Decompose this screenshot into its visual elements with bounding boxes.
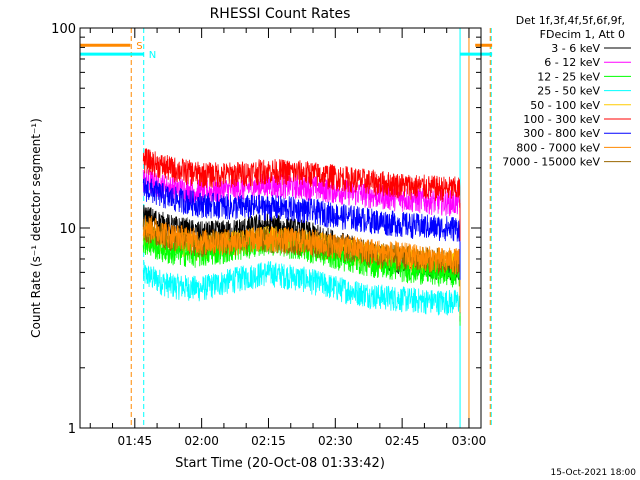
axes: 01:45 02:00 02:15 02:30 02:45 03:00 1 10 100 [51, 22, 486, 448]
legend-label: 100 - 300 keV [523, 113, 600, 126]
flag-label: N [149, 50, 156, 61]
legend-header: Det 1f,3f,4f,5f,6f,9f, [516, 14, 625, 27]
legend-header: FDecim 1, Att 0 [540, 28, 625, 41]
legend-label: 800 - 7000 keV [516, 141, 600, 154]
series-line [142, 169, 461, 255]
legend-label: 50 - 100 keV [530, 99, 600, 112]
legend-label: 300 - 800 keV [523, 127, 600, 140]
x-tick-label: 02:00 [184, 434, 219, 448]
y-tick-label: 10 [59, 222, 76, 237]
legend-label: 3 - 6 keV [551, 42, 600, 55]
attenuator-bars [80, 43, 493, 56]
flag-label: S [136, 41, 142, 52]
legend-label: 12 - 25 keV [537, 70, 600, 83]
series-line [142, 261, 461, 354]
x-tick-label: 01:45 [118, 434, 153, 448]
series-group [142, 148, 461, 354]
x-tick-label: 03:00 [452, 434, 487, 448]
legend-label: 7000 - 15000 keV [502, 156, 600, 169]
chart-title: RHESSI Count Rates [210, 6, 351, 22]
x-tick-label: 02:15 [251, 434, 286, 448]
x-tick-label: 02:30 [318, 434, 353, 448]
series-line [142, 177, 461, 280]
y-tick-label: 1 [68, 422, 76, 437]
footer-timestamp: 15-Oct-2021 18:00 [551, 468, 637, 478]
legend-label: 25 - 50 keV [537, 85, 600, 98]
series-line [142, 229, 461, 326]
legend: Det 1f,3f,4f,5f,6f,9f,FDecim 1, Att 03 -… [502, 14, 631, 169]
y-tick-label: 100 [51, 22, 76, 37]
legend-label: 6 - 12 keV [544, 56, 600, 69]
y-axis-label: Count Rate (s⁻¹ detector segment⁻¹) [29, 118, 43, 338]
flag-labels: SN [136, 41, 156, 61]
x-axis-label: Start Time (20-Oct-08 01:33:42) [175, 456, 385, 471]
series-line [142, 215, 461, 313]
x-tick-label: 02:45 [385, 434, 420, 448]
series-line [142, 148, 461, 241]
